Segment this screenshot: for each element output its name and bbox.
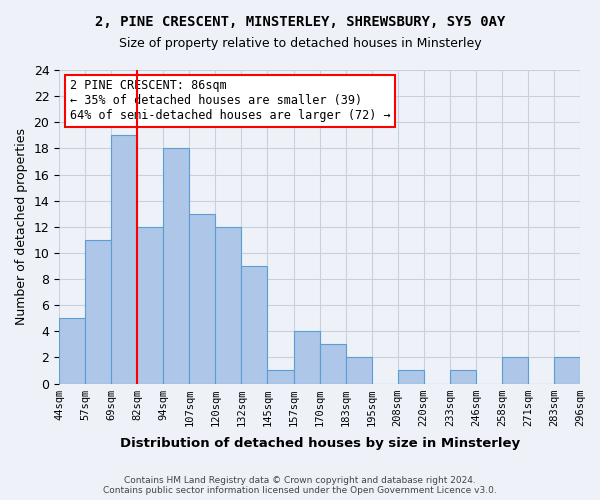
Bar <box>215 227 241 384</box>
Y-axis label: Number of detached properties: Number of detached properties <box>15 128 28 326</box>
Bar <box>346 358 371 384</box>
Bar <box>163 148 190 384</box>
Bar <box>241 266 268 384</box>
Bar <box>137 227 163 384</box>
Bar <box>398 370 424 384</box>
Bar <box>190 214 215 384</box>
Bar <box>268 370 293 384</box>
Text: 2 PINE CRESCENT: 86sqm
← 35% of detached houses are smaller (39)
64% of semi-det: 2 PINE CRESCENT: 86sqm ← 35% of detached… <box>70 80 390 122</box>
Bar <box>111 136 137 384</box>
Bar <box>554 358 580 384</box>
X-axis label: Distribution of detached houses by size in Minsterley: Distribution of detached houses by size … <box>119 437 520 450</box>
Bar <box>320 344 346 384</box>
Text: Size of property relative to detached houses in Minsterley: Size of property relative to detached ho… <box>119 38 481 51</box>
Bar <box>59 318 85 384</box>
Bar <box>450 370 476 384</box>
Bar <box>293 332 320 384</box>
Text: Contains HM Land Registry data © Crown copyright and database right 2024.
Contai: Contains HM Land Registry data © Crown c… <box>103 476 497 495</box>
Bar <box>85 240 111 384</box>
Text: 2, PINE CRESCENT, MINSTERLEY, SHREWSBURY, SY5 0AY: 2, PINE CRESCENT, MINSTERLEY, SHREWSBURY… <box>95 15 505 29</box>
Bar <box>502 358 528 384</box>
